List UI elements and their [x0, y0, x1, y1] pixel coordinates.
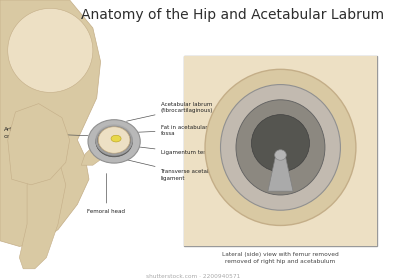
Polygon shape — [0, 0, 101, 246]
Ellipse shape — [252, 115, 309, 172]
Ellipse shape — [205, 69, 356, 225]
Text: Articular
cartilage: Articular cartilage — [4, 127, 88, 139]
Polygon shape — [8, 104, 69, 185]
Ellipse shape — [221, 85, 340, 210]
Text: Ligamentum teres: Ligamentum teres — [119, 144, 211, 155]
Text: Transverse acetabular
ligament: Transverse acetabular ligament — [111, 156, 222, 181]
Polygon shape — [19, 157, 66, 269]
Ellipse shape — [111, 135, 121, 142]
Polygon shape — [184, 56, 377, 246]
Ellipse shape — [8, 8, 93, 92]
Polygon shape — [268, 153, 293, 191]
Bar — [184, 56, 377, 246]
Ellipse shape — [236, 100, 325, 195]
Text: Acetabular labrum
(fibrocartilaginous): Acetabular labrum (fibrocartilaginous) — [127, 102, 213, 121]
Text: Lateral (side) view with femur removed
removed of right hip and acetabulum: Lateral (side) view with femur removed r… — [222, 252, 339, 264]
Ellipse shape — [98, 127, 130, 153]
Polygon shape — [81, 143, 109, 165]
Ellipse shape — [88, 120, 140, 163]
Ellipse shape — [96, 126, 132, 157]
Text: Fat in acetabular
fossa: Fat in acetabular fossa — [123, 125, 207, 136]
Text: Anatomy of the Hip and Acetabular Labrum: Anatomy of the Hip and Acetabular Labrum — [81, 8, 384, 22]
Text: Femoral head: Femoral head — [88, 174, 125, 214]
Text: shutterstock.com · 2200940571: shutterstock.com · 2200940571 — [146, 274, 240, 279]
Ellipse shape — [275, 150, 286, 160]
